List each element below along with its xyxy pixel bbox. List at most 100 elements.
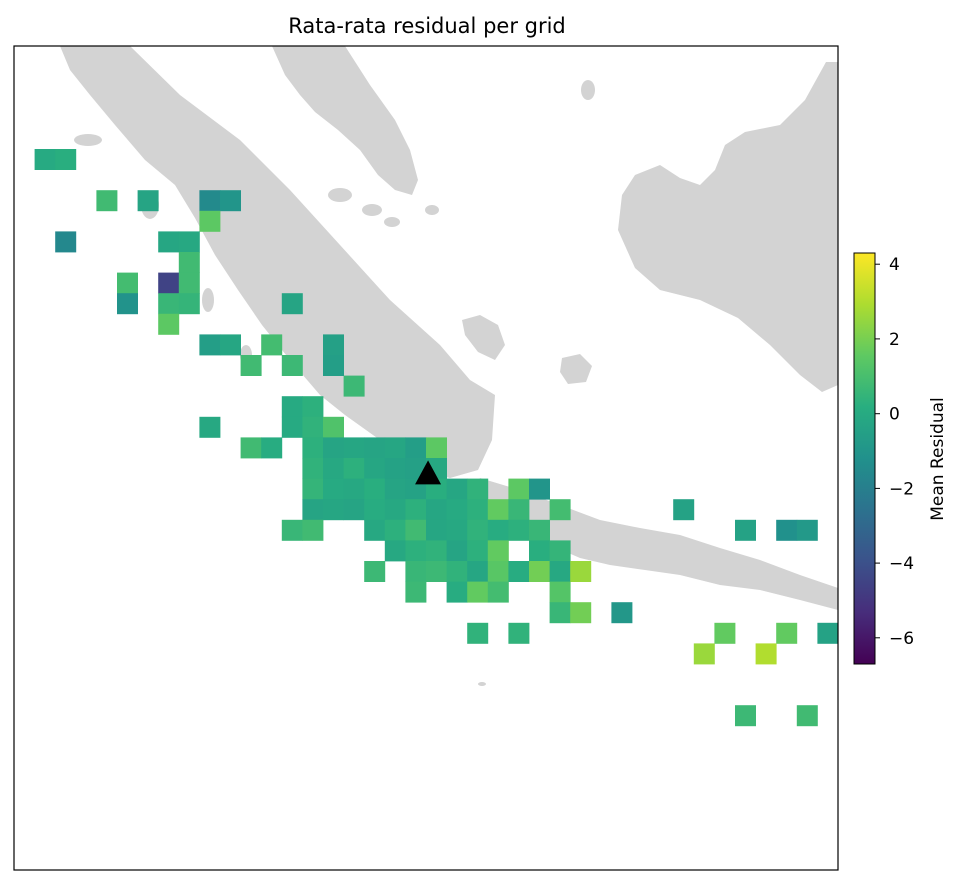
grid-cell (261, 334, 283, 356)
colorbar-ticks: 4 2 0 −2 −4 −6 (875, 255, 914, 649)
grid-cell (549, 602, 571, 624)
station-triangle-marker (415, 460, 442, 485)
grid-cell (838, 664, 859, 685)
grid-cell (281, 355, 303, 376)
grid-cell (467, 499, 489, 521)
colorbar-tick-label: 4 (889, 255, 900, 275)
grid-cell (220, 190, 241, 212)
land-enggano (478, 682, 486, 686)
land-mentawai-a (202, 288, 214, 312)
grid-cell (508, 622, 530, 644)
land-malay-peninsula (272, 46, 418, 195)
grid-cell (529, 540, 550, 562)
grid-cell (508, 478, 530, 500)
grid-cell (446, 519, 468, 541)
grid-cell (323, 437, 344, 459)
grid-cell (549, 561, 571, 582)
grid-cell (549, 540, 571, 562)
grid-cell (384, 499, 406, 521)
grid-cell (817, 622, 838, 644)
grid-cell (302, 478, 324, 500)
grid-cell (343, 458, 365, 479)
grid-cell (178, 231, 200, 253)
grid-cell (467, 478, 489, 500)
grid-cell (467, 561, 489, 582)
grid-cell (467, 581, 489, 603)
grid-cell (343, 437, 365, 459)
grid-cell (364, 561, 386, 582)
grid-cell (55, 231, 77, 253)
grid-cell (570, 602, 592, 624)
land-masses (60, 46, 838, 686)
grid-cell (281, 416, 303, 438)
grid-cell (529, 519, 550, 541)
grid-cell (384, 458, 406, 479)
grid-cell (323, 416, 344, 438)
grid-cell (281, 519, 303, 541)
colorbar-tick-label: −2 (889, 479, 914, 499)
grid-cell (96, 190, 118, 212)
grid-cell (384, 478, 406, 500)
grid-cell (323, 458, 344, 479)
grid-cell (199, 210, 221, 232)
colorbar-tick-label: 0 (889, 405, 900, 425)
grid-cell (487, 581, 509, 603)
grid-cell (776, 519, 798, 541)
grid-cell (178, 272, 200, 294)
grid-cell (426, 499, 447, 521)
colorbar-tick-label: 2 (889, 330, 900, 350)
land-riau-island-a (328, 188, 352, 202)
land-sumatra (60, 46, 495, 478)
grid-cell (508, 519, 530, 541)
grid-cell (117, 293, 138, 315)
chart-title: Rata-rata residual per grid (288, 14, 566, 38)
grid-cell (529, 561, 550, 582)
grid-cell (384, 519, 406, 541)
grid-cell (467, 519, 489, 541)
grid-cell (199, 334, 221, 356)
grid-cell (446, 581, 468, 603)
grid-cell (302, 519, 324, 541)
grid-cell (302, 396, 324, 418)
land-belitung (560, 354, 592, 384)
grid-cell (405, 519, 427, 541)
grid-cell (158, 272, 180, 294)
plot-frame (13, 45, 839, 871)
grid-cell (446, 540, 468, 562)
grid-cell (714, 622, 736, 644)
grid-cell (426, 561, 447, 582)
grid-cell (446, 478, 468, 500)
grid-cell (405, 561, 427, 582)
land-riau-island-c (384, 217, 400, 227)
grid-cell (240, 437, 262, 459)
colorbar-gradient (853, 252, 876, 665)
grid-cell (158, 293, 180, 315)
grid-cell (405, 437, 427, 459)
grid-cell (281, 396, 303, 418)
grid-cell (446, 561, 468, 582)
grid-cell (302, 458, 324, 479)
grid-cell (364, 458, 386, 479)
grid-cell (323, 355, 344, 376)
grid-cell (529, 478, 550, 500)
grid-cell (364, 519, 386, 541)
grid-cell (343, 375, 365, 397)
grid-cell (158, 313, 180, 335)
grid-cell (426, 519, 447, 541)
colorbar-label: Mean Residual (928, 397, 948, 521)
grid-cell (735, 519, 756, 541)
grid-cell (611, 602, 633, 624)
land-borneo (618, 62, 838, 392)
grid-cell (281, 293, 303, 315)
grid-cell (302, 416, 324, 438)
grid-cell (364, 499, 386, 521)
grid-cell (755, 643, 777, 665)
grid-cell (549, 581, 571, 603)
grid-cell (261, 437, 283, 459)
grid-cell (426, 437, 447, 459)
grid-cells (34, 149, 859, 727)
grid-cell (776, 622, 798, 644)
grid-cell (34, 149, 56, 170)
grid-cell (158, 231, 180, 253)
grid-cell (796, 519, 818, 541)
